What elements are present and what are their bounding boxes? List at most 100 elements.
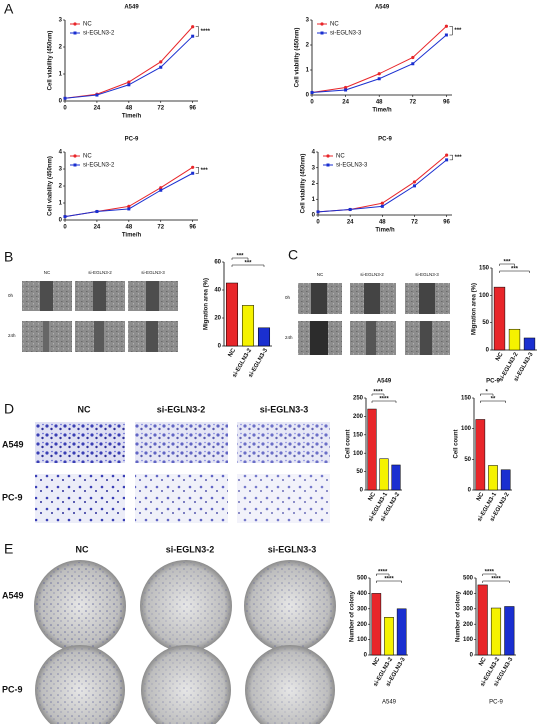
y-axis-label: Cell viability (450nm) xyxy=(48,31,54,91)
series-line xyxy=(64,26,194,99)
y-axis-label: Number of colony xyxy=(350,590,356,642)
legend-marker xyxy=(73,154,77,158)
significance-label: *** xyxy=(454,28,462,34)
y-tick-label: 150 xyxy=(353,432,364,438)
y-axis-label: Cell viability (450nm) xyxy=(301,154,307,214)
point xyxy=(412,180,417,184)
micrograph xyxy=(35,422,125,463)
significance-bracket xyxy=(195,26,199,37)
x-tick-label: 48 xyxy=(379,220,386,226)
significance-label: *** xyxy=(201,168,209,174)
x-tick-label: 48 xyxy=(125,225,132,231)
point xyxy=(444,33,448,37)
y-tick-label: 300 xyxy=(463,606,474,612)
x-tick-label: NC xyxy=(372,656,382,667)
x-tick-label: NC xyxy=(368,491,378,502)
y-tick-label: 250 xyxy=(353,396,364,402)
y-tick-label: 150 xyxy=(479,266,490,272)
chart-title: PC-9 xyxy=(378,137,392,143)
x-tick-label: 96 xyxy=(189,106,196,112)
colony-images: NC si-EGLN3-2 si-EGLN3-3 A549 PC-9 xyxy=(2,544,336,724)
y-tick-label: 4 xyxy=(312,150,316,156)
axes xyxy=(317,152,452,216)
panel-letters: A B C D E xyxy=(4,1,298,557)
y-tick-label: 300 xyxy=(357,606,368,612)
significance-bracket xyxy=(499,270,530,273)
row-label: A549 xyxy=(2,439,24,449)
legend-marker xyxy=(326,163,330,167)
x-axis-label: Time/h xyxy=(122,233,142,239)
y-tick-label: 40 xyxy=(214,288,221,294)
point xyxy=(95,210,99,213)
y-axis-label: Cell viability (450nm) xyxy=(295,28,301,88)
significance-bracket xyxy=(376,573,390,576)
point xyxy=(380,201,384,205)
bar xyxy=(257,327,271,347)
significance-label: **** xyxy=(373,390,383,396)
legend-marker xyxy=(73,22,77,26)
y-tick-label: 0 xyxy=(486,348,490,354)
micrograph xyxy=(237,474,330,523)
y-tick-label: 3 xyxy=(59,18,63,24)
y-tick-label: 0 xyxy=(59,218,63,224)
y-tick-label: 0 xyxy=(306,93,310,99)
x-tick-label: 72 xyxy=(411,220,418,226)
y-tick-label: 100 xyxy=(461,426,472,432)
point xyxy=(127,204,131,208)
bar xyxy=(384,617,394,656)
y-tick-label: 2 xyxy=(59,45,63,51)
column-label: si-EGLN3-3 xyxy=(268,544,317,554)
x-tick-label: 96 xyxy=(189,225,196,231)
x-tick-label: 0 xyxy=(316,220,320,226)
significance-label: *** xyxy=(503,260,511,266)
x-axis-label: A549 xyxy=(382,700,397,706)
significance-bracket xyxy=(231,264,265,267)
point xyxy=(159,65,163,69)
y-axis-label: Number of colony xyxy=(456,590,462,642)
x-tick-label: 24 xyxy=(94,106,101,112)
y-tick-label: 0 xyxy=(218,344,222,350)
y-tick-label: 200 xyxy=(463,622,474,628)
column-label: si-EGLN3-2 xyxy=(360,272,384,277)
row-label: 0h xyxy=(8,293,14,298)
significance-label: ** xyxy=(491,397,496,403)
panel-letter: B xyxy=(4,249,13,265)
significance-label: * xyxy=(485,390,488,396)
significance-label: **** xyxy=(384,577,394,583)
point xyxy=(127,80,131,84)
y-tick-label: 100 xyxy=(357,637,368,643)
legend-marker xyxy=(73,31,77,35)
significance-label: **** xyxy=(485,570,495,576)
micrograph xyxy=(135,474,228,523)
bar xyxy=(379,458,389,491)
point xyxy=(310,91,314,94)
chart-title: A549 xyxy=(377,379,392,385)
y-tick-label: 1 xyxy=(306,68,310,74)
x-tick-label: 0 xyxy=(63,225,67,231)
y-tick-label: 400 xyxy=(463,591,474,597)
bar xyxy=(523,337,536,351)
bar xyxy=(493,286,506,351)
point xyxy=(344,85,348,90)
x-tick-label: 24 xyxy=(347,220,354,226)
point xyxy=(444,24,448,28)
significance-label: **** xyxy=(201,29,211,35)
y-tick-label: 0 xyxy=(468,488,472,494)
x-tick-label: 96 xyxy=(443,100,450,106)
point xyxy=(348,207,352,211)
significance-bracket xyxy=(449,154,453,161)
significance-bracket xyxy=(231,257,249,260)
bar xyxy=(396,608,407,656)
point xyxy=(159,60,163,64)
bar xyxy=(241,305,255,347)
panel-letter: A xyxy=(4,1,14,17)
micrograph xyxy=(135,422,228,463)
y-tick-label: 150 xyxy=(461,396,472,402)
x-axis-label: Time/h xyxy=(372,108,392,114)
row-label: PC-9 xyxy=(2,492,23,502)
legend-label: NC xyxy=(330,22,339,28)
point xyxy=(63,96,67,100)
y-tick-label: 200 xyxy=(357,622,368,628)
column-label: si-EGLN3-2 xyxy=(157,404,206,414)
